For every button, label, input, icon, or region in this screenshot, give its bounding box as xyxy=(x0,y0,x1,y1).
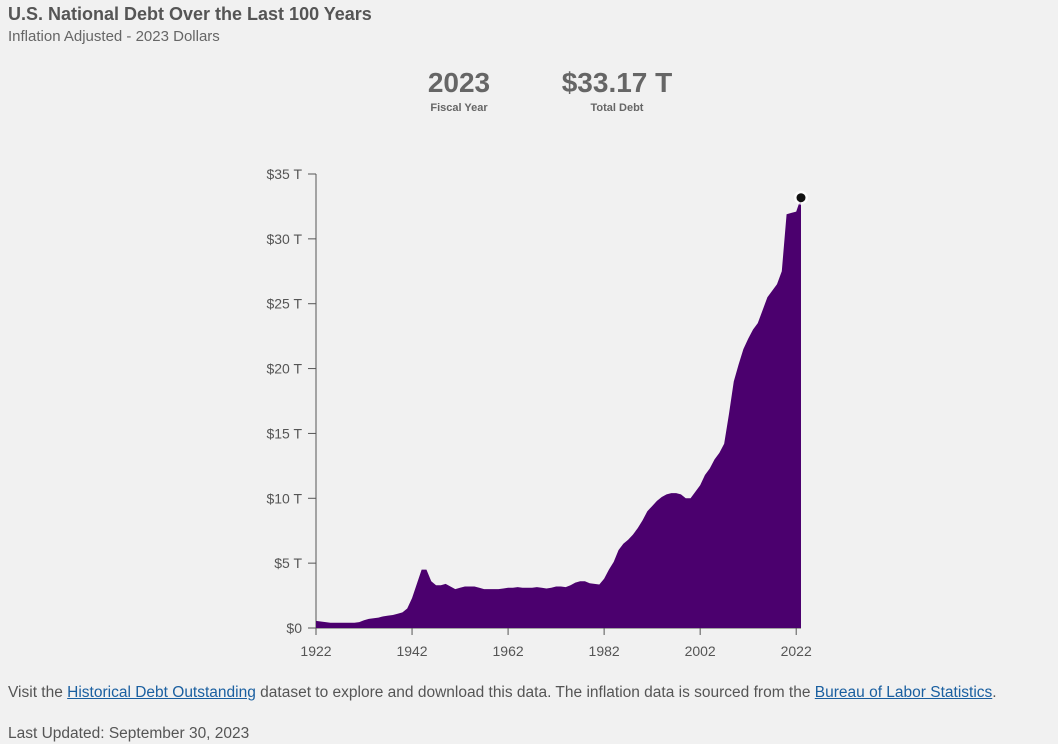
y-tick-label: $15 T xyxy=(266,425,302,441)
chart-title: U.S. National Debt Over the Last 100 Yea… xyxy=(8,4,372,24)
x-tick-label: 2022 xyxy=(781,643,812,659)
x-axis: 1922 1942 1962 1982 2002 2022 xyxy=(300,627,812,659)
y-tick-label: $0 xyxy=(286,620,302,636)
x-tick-label: 1922 xyxy=(300,643,331,659)
total-debt-value: $33.17 T xyxy=(561,67,673,98)
chart-subtitle: Inflation Adjusted - 2023 Dollars xyxy=(8,28,220,45)
debt-area[interactable] xyxy=(316,197,801,629)
bls-link[interactable]: Bureau of Labor Statistics xyxy=(814,684,993,701)
total-debt-stat: $33.17 T Total Debt xyxy=(547,66,687,114)
y-axis: $0 $5 T $10 T $15 T $20 T $25 T $30 T $35 T xyxy=(266,166,317,636)
y-tick-label: $35 T xyxy=(266,166,302,182)
y-tick-label: $30 T xyxy=(266,231,302,247)
fiscal-year-value: 2023 xyxy=(427,67,491,98)
fiscal-year-stat: 2023 Fiscal Year xyxy=(409,66,509,114)
historical-debt-link[interactable]: Historical Debt Outstanding xyxy=(67,684,256,701)
footer-text-2: dataset to explore and download this dat… xyxy=(255,684,815,701)
y-tick-label: $10 T xyxy=(266,490,302,506)
last-updated: Last Updated: September 30, 2023 xyxy=(8,725,250,742)
y-tick-label: $25 T xyxy=(266,296,302,312)
x-tick-label: 1982 xyxy=(589,643,620,659)
x-tick-label: 1942 xyxy=(396,643,427,659)
fiscal-year-label: Fiscal Year xyxy=(430,102,488,114)
footer-note: Visit the Historical Debt Outstanding da… xyxy=(8,684,997,702)
x-tick-label: 1962 xyxy=(493,643,524,659)
footer-text-3: . xyxy=(992,684,997,701)
total-debt-label: Total Debt xyxy=(590,102,644,114)
y-tick-label: $20 T xyxy=(266,361,302,377)
footer-text-1: Visit the xyxy=(8,684,68,701)
y-tick-label: $5 T xyxy=(274,555,302,571)
highlight-marker[interactable] xyxy=(796,193,806,203)
x-tick-label: 2002 xyxy=(685,643,716,659)
debt-area-chart[interactable]: $0 $5 T $10 T $15 T $20 T $25 T $30 T $35 T 192… xyxy=(0,0,1058,680)
